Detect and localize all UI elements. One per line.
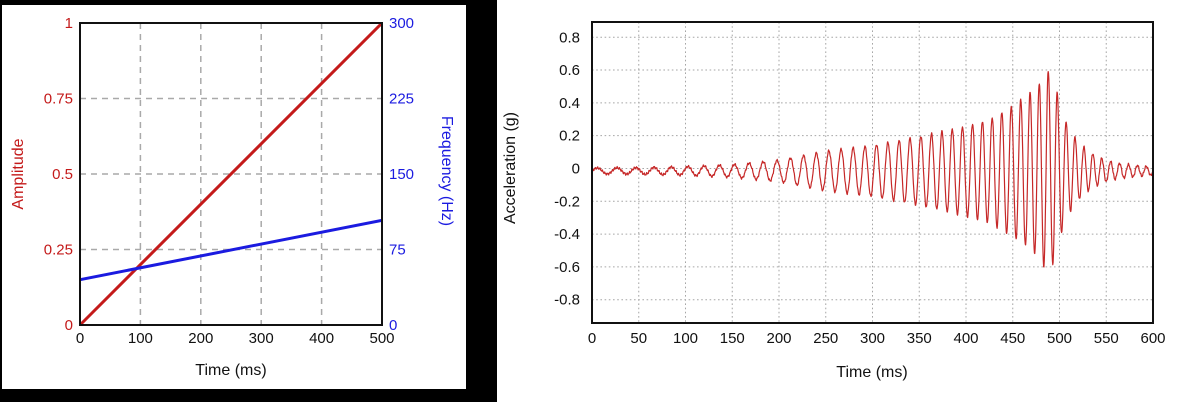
left-chart-y-axis-title-frequency: Frequency (Hz) <box>438 115 455 227</box>
x-tick-label: 150 <box>720 330 745 347</box>
x-tick-label: 300 <box>860 330 885 347</box>
x-tick-label: 200 <box>766 330 791 347</box>
left-chart-panel: 0 0.25 0.5 0.75 1 0 75 150 225 300 0 100 200 300 400 50… <box>0 0 497 402</box>
x-tick-label: 50 <box>630 330 647 347</box>
y-tick-label-right: 0 <box>389 317 397 334</box>
x-tick-label: 300 <box>249 330 274 347</box>
left-chart-svg: 0 0.25 0.5 0.75 1 0 75 150 225 300 0 100 200 300 400 50… <box>0 0 497 402</box>
x-tick-label: 0 <box>76 330 84 347</box>
y-tick-label-left: 1 <box>65 15 73 32</box>
x-tick-label: 350 <box>907 330 932 347</box>
x-tick-label: 200 <box>188 330 213 347</box>
y-tick-label-left: 0.25 <box>44 242 73 259</box>
left-chart-x-axis-title: Time (ms) <box>195 362 267 379</box>
right-chart-panel: 0.8 0.6 0.4 0.2 0 -0.2 -0.4 -0.6 -0.8 0 50 100 150 20… <box>497 0 1177 402</box>
y-tick-label: 0.2 <box>559 128 580 145</box>
x-tick-label: 600 <box>1140 330 1165 347</box>
frequency-line <box>79 218 383 282</box>
x-tick-label: 500 <box>1047 330 1072 347</box>
amplitude-line <box>78 21 384 327</box>
right-chart-svg: 0.8 0.6 0.4 0.2 0 -0.2 -0.4 -0.6 -0.8 0 50 100 150 20… <box>554 21 1166 347</box>
y-tick-label-right: 300 <box>389 15 414 32</box>
y-tick-label: 0.6 <box>559 62 580 79</box>
x-tick-label: 450 <box>1000 330 1025 347</box>
right-chart-y-axis-title: Acceleration (g) <box>502 111 519 225</box>
plot-frame <box>79 22 383 326</box>
y-tick-label-right: 75 <box>389 242 406 259</box>
y-tick-label: -0.2 <box>554 193 580 210</box>
left-chart-y-axis-title-amplitude: Amplitude <box>10 138 27 210</box>
y-tick-label-left: 0.5 <box>52 166 73 183</box>
x-tick-label: 100 <box>673 330 698 347</box>
x-tick-label: 250 <box>813 330 838 347</box>
x-tick-label: 0 <box>588 330 596 347</box>
y-tick-label: -0.4 <box>554 226 580 243</box>
y-tick-label-right: 225 <box>389 91 414 108</box>
x-tick-label: 500 <box>369 330 394 347</box>
y-tick-label-left: 0.75 <box>44 91 73 108</box>
y-tick-label: -0.6 <box>554 259 580 276</box>
x-tick-label: 550 <box>1094 330 1119 347</box>
right-chart-x-axis-title: Time (ms) <box>836 364 908 381</box>
y-tick-label: -0.8 <box>554 292 580 309</box>
y-tick-label: 0.8 <box>559 29 580 46</box>
y-tick-label-right: 150 <box>389 166 414 183</box>
acceleration-signal <box>591 71 1154 268</box>
y-tick-label: 0 <box>572 160 580 177</box>
x-tick-label: 400 <box>309 330 334 347</box>
y-tick-label-left: 0 <box>65 317 73 334</box>
y-tick-label: 0.4 <box>559 95 580 112</box>
x-tick-label: 100 <box>128 330 153 347</box>
plot-frame <box>591 21 1154 324</box>
x-tick-label: 400 <box>953 330 978 347</box>
